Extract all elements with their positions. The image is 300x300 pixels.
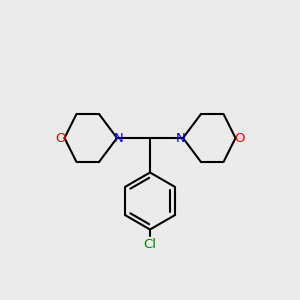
Text: N: N [176, 131, 186, 145]
Text: O: O [234, 131, 245, 145]
Text: N: N [114, 131, 124, 145]
Text: Cl: Cl [143, 238, 157, 251]
Text: O: O [56, 131, 66, 145]
